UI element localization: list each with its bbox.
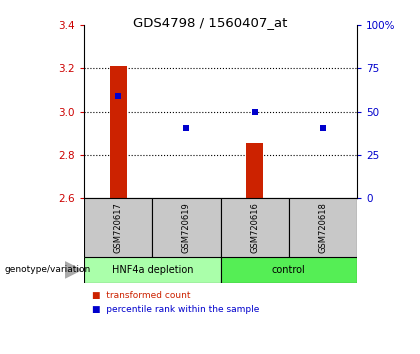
Text: control: control <box>272 265 306 275</box>
Bar <box>289 198 357 257</box>
Text: HNF4a depletion: HNF4a depletion <box>111 265 193 275</box>
Text: GSM720619: GSM720619 <box>182 202 191 253</box>
Text: ■  percentile rank within the sample: ■ percentile rank within the sample <box>92 304 260 314</box>
Text: GSM720618: GSM720618 <box>318 202 327 253</box>
Text: ■  transformed count: ■ transformed count <box>92 291 191 300</box>
Bar <box>84 257 220 283</box>
Bar <box>110 66 127 198</box>
Bar <box>220 257 357 283</box>
Text: GSM720616: GSM720616 <box>250 202 259 253</box>
Text: GDS4798 / 1560407_at: GDS4798 / 1560407_at <box>133 16 287 29</box>
Bar <box>246 143 263 198</box>
Text: genotype/variation: genotype/variation <box>4 266 90 274</box>
Bar <box>84 198 152 257</box>
Bar <box>152 198 221 257</box>
Bar <box>220 198 289 257</box>
Polygon shape <box>65 262 81 278</box>
Text: GSM720617: GSM720617 <box>114 202 123 253</box>
